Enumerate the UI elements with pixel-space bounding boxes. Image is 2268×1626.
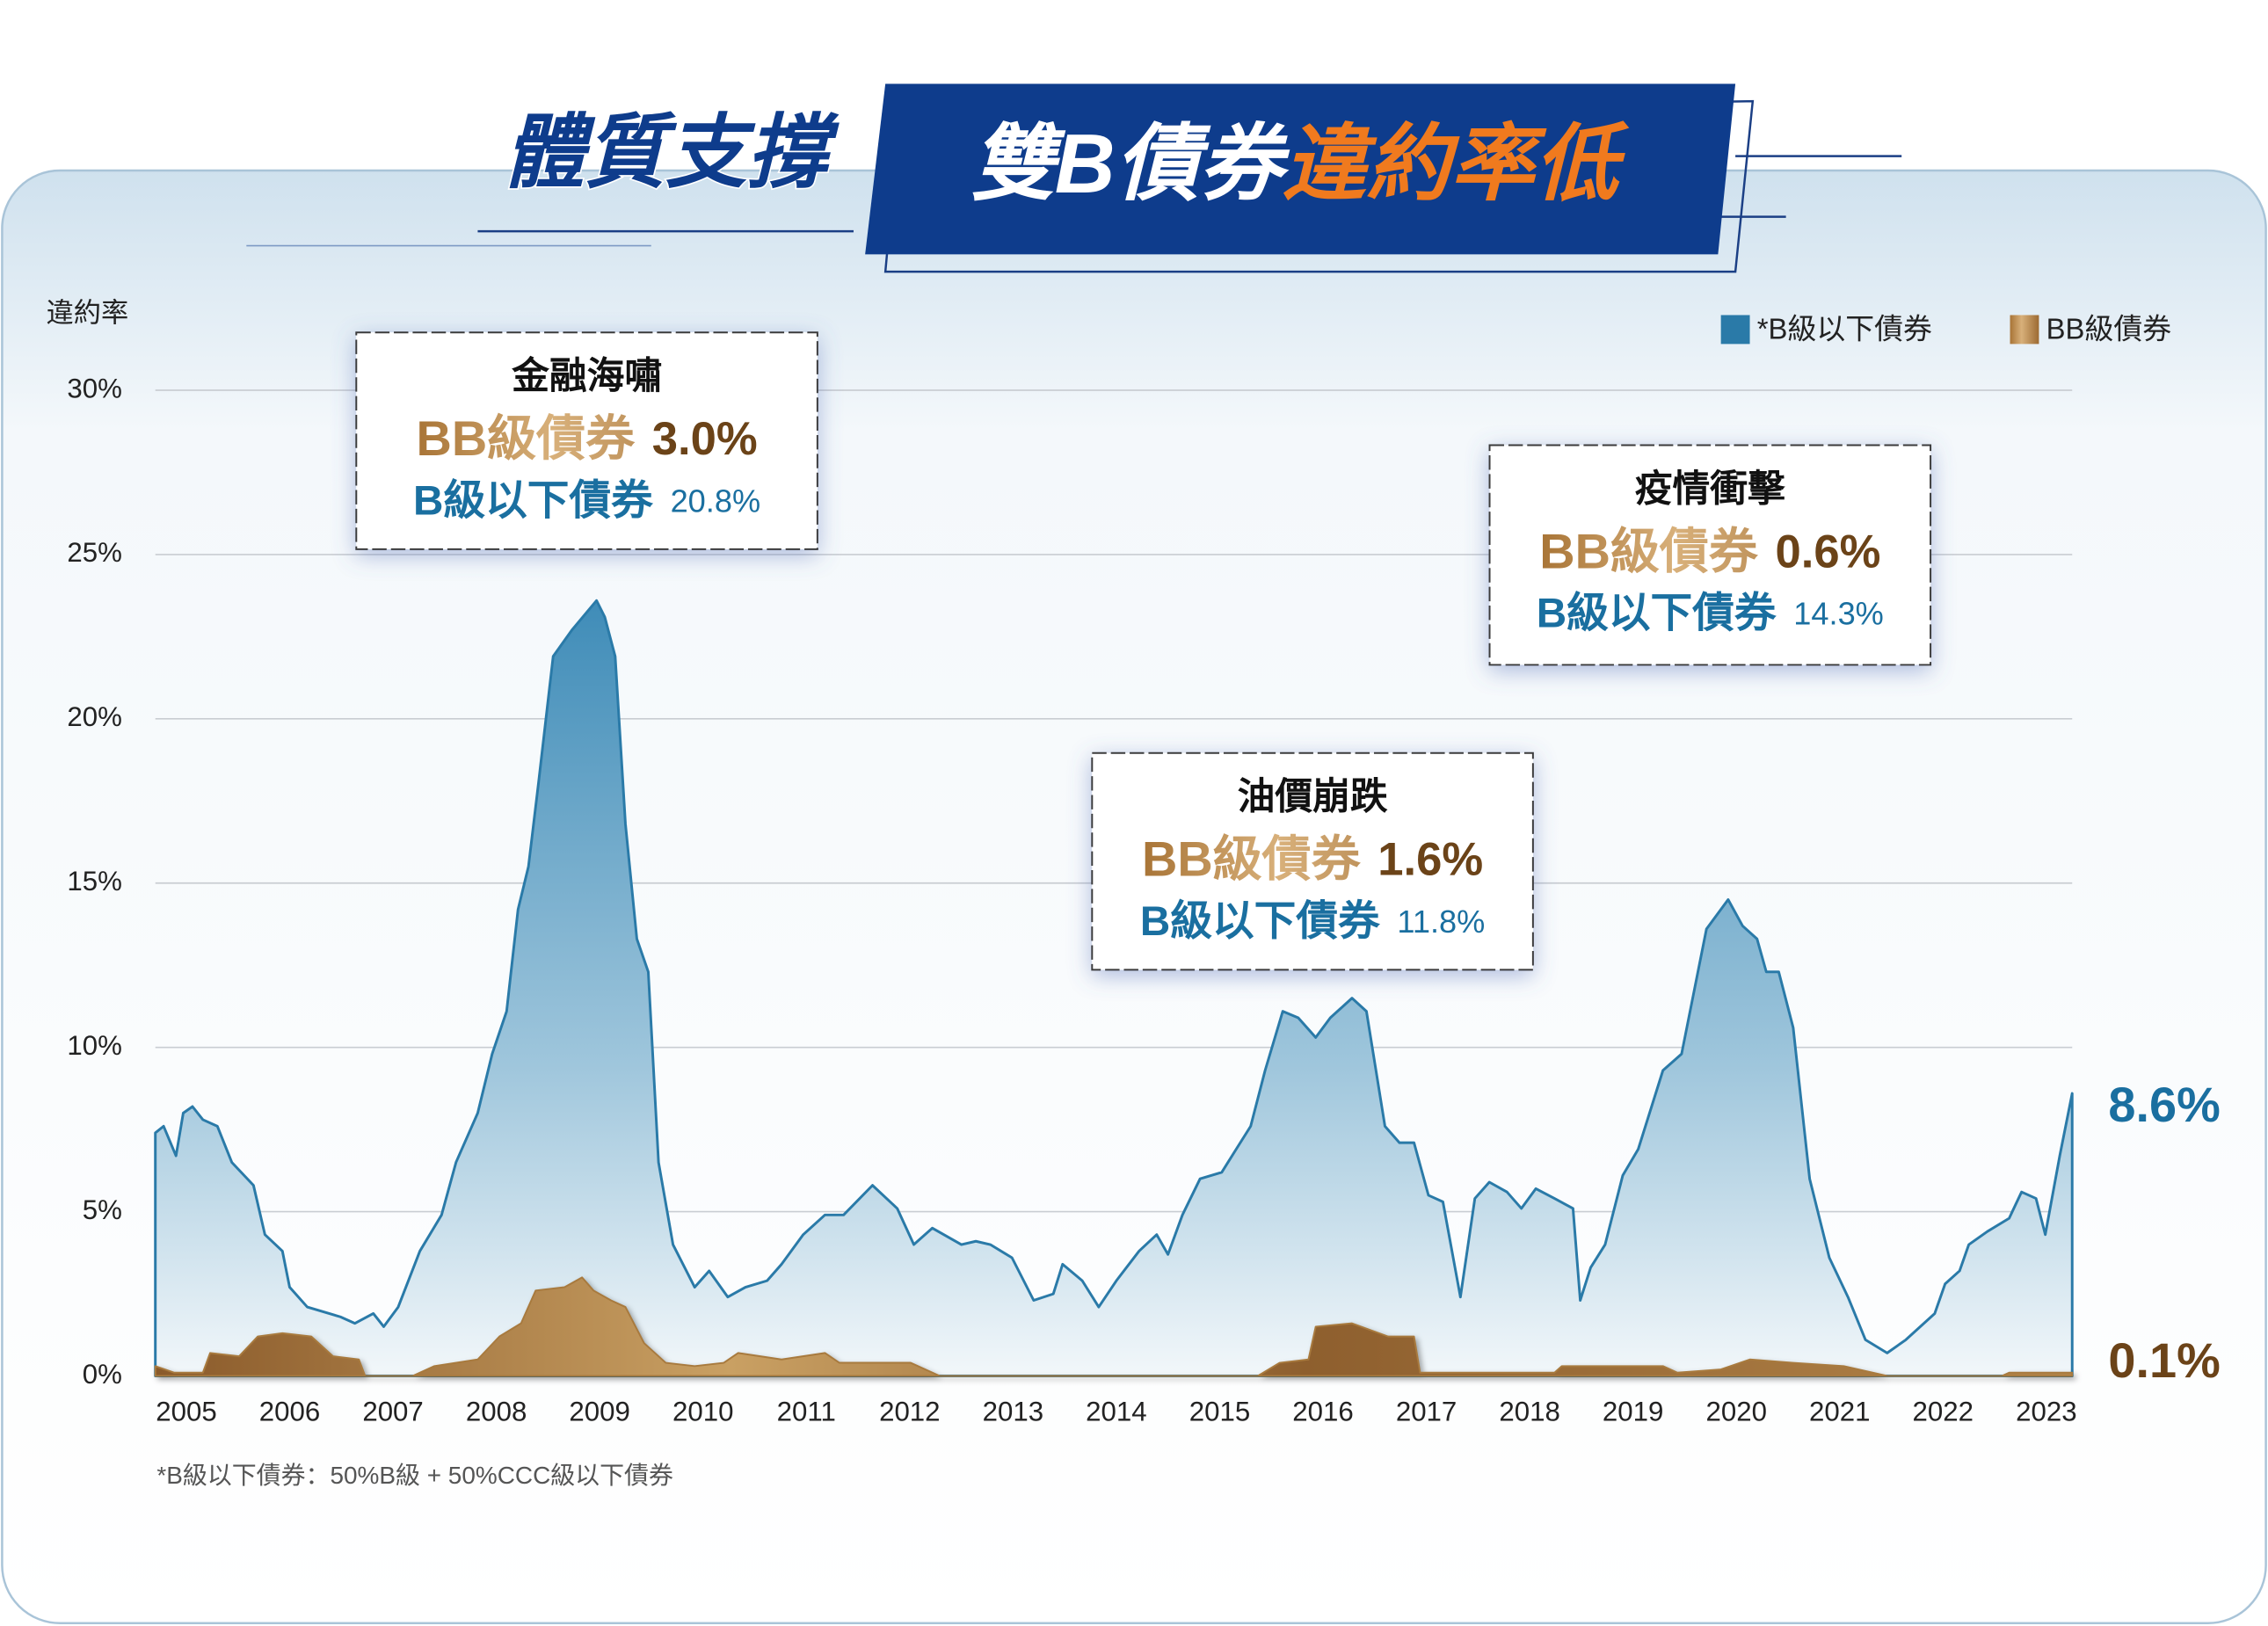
x-tick-label: 2008 xyxy=(466,1397,527,1427)
y-tick-label: 30% xyxy=(67,373,122,403)
y-axis-title: 違約率 xyxy=(47,298,129,329)
annotation-title: 疫情衝擊 xyxy=(1635,468,1785,510)
x-tick-label: 2013 xyxy=(983,1397,1043,1427)
legend-swatch xyxy=(2010,315,2039,345)
header-banner xyxy=(865,83,1736,255)
area xyxy=(154,1276,2074,1377)
x-tick-label: 2022 xyxy=(1913,1397,1974,1427)
annotation-title: 油價崩跌 xyxy=(1238,776,1388,818)
annotation-label: B級以下債券 xyxy=(1140,897,1380,944)
header-highlight: 違約率低 xyxy=(1283,118,1629,211)
x-tick-label: 2011 xyxy=(777,1397,836,1427)
legend-label: BB級債券 xyxy=(2046,312,2172,345)
x-tick-label: 2014 xyxy=(1086,1397,1146,1427)
header-left: 體質支撐 xyxy=(504,107,840,198)
legend-label: *B級以下債券 xyxy=(1757,312,1932,345)
end-value-label: 0.1% xyxy=(2108,1332,2220,1388)
annotation-line: B級以下債券 11.8% xyxy=(1140,897,1485,944)
annotation-value: 11.8% xyxy=(1397,903,1485,939)
end-value-label: 8.6% xyxy=(2108,1077,2220,1132)
annotation-label: BB級債券 xyxy=(1142,831,1362,886)
annotation-line: BB級債券 1.6% xyxy=(1142,831,1483,886)
annotation-value: 14.3% xyxy=(1793,595,1884,631)
legend-swatch xyxy=(1720,315,1750,345)
annotation-label: B級以下債券 xyxy=(413,477,653,524)
x-tick-label: 2010 xyxy=(672,1397,733,1427)
x-tick-label: 2023 xyxy=(2016,1397,2076,1427)
annotation-title: 金融海嘯 xyxy=(512,354,662,397)
annotation-value: 20.8% xyxy=(671,483,761,519)
annotation-line: B級以下債券 20.8% xyxy=(413,477,760,524)
annotation-label: BB級債券 xyxy=(417,410,636,466)
y-tick-label: 20% xyxy=(67,701,122,732)
header-main: 雙B債券 xyxy=(970,118,1290,211)
annotation-value: 3.0% xyxy=(652,413,758,465)
annotation-line: B級以下債券 14.3% xyxy=(1537,590,1884,636)
annotation-line: BB級債券 3.0% xyxy=(417,410,758,466)
annotation-label: B級以下債券 xyxy=(1537,590,1777,636)
x-tick-label: 2020 xyxy=(1705,1397,1766,1427)
x-tick-label: 2019 xyxy=(1603,1397,1663,1427)
y-tick-label: 25% xyxy=(67,537,122,568)
x-tick-label: 2021 xyxy=(1809,1397,1870,1427)
header-right: 雙B債券違約率低 xyxy=(970,118,1629,211)
area xyxy=(154,599,2074,1377)
x-tick-label: 2018 xyxy=(1499,1397,1559,1427)
y-tick-label: 10% xyxy=(67,1030,122,1061)
footnote: *B級以下債券：50%B級 + 50%CCC級以下債券 xyxy=(156,1462,673,1489)
annotation-line: BB級債券 0.6% xyxy=(1539,523,1880,578)
x-tick-label: 2006 xyxy=(259,1397,320,1427)
annotation-value: 0.6% xyxy=(1775,526,1880,577)
x-tick-label: 2009 xyxy=(569,1397,629,1427)
annotation-box xyxy=(1091,751,1534,971)
x-tick-label: 2017 xyxy=(1396,1397,1457,1427)
x-tick-label: 2012 xyxy=(879,1397,940,1427)
x-tick-label: 2015 xyxy=(1189,1397,1250,1427)
annotation-box xyxy=(1488,444,1932,666)
y-tick-label: 15% xyxy=(67,866,122,896)
y-tick-label: 0% xyxy=(83,1359,122,1390)
annotation-value: 1.6% xyxy=(1378,834,1483,886)
annotation-box xyxy=(355,331,818,550)
annotation-label: BB級債券 xyxy=(1539,523,1759,578)
x-tick-label: 2005 xyxy=(156,1397,216,1427)
y-tick-label: 5% xyxy=(83,1194,122,1225)
x-tick-label: 2007 xyxy=(362,1397,423,1427)
x-tick-label: 2016 xyxy=(1292,1397,1353,1427)
